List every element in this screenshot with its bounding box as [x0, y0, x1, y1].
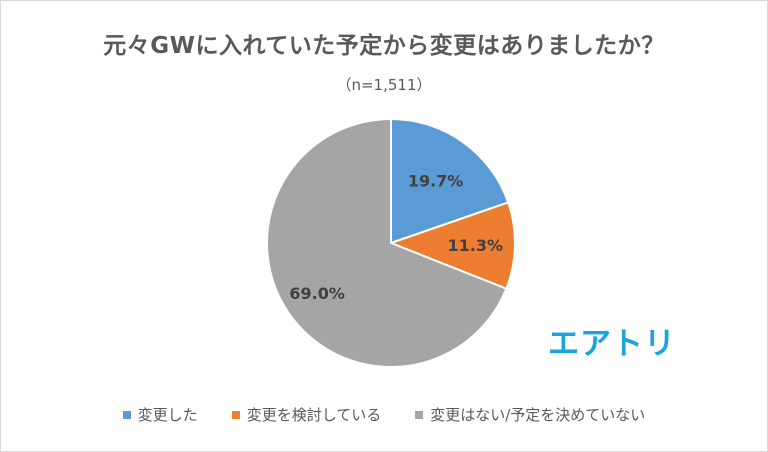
legend-item: 変更を検討している	[231, 404, 382, 425]
chart-subtitle: （n=1,511）	[336, 76, 432, 94]
pie-slice	[266, 117, 508, 368]
legend-item: 変更はない/予定を決めていない	[415, 404, 645, 425]
legend-swatch	[122, 410, 131, 419]
chart-title: 元々GWに入れていた予定から変更はありましたか？	[103, 33, 665, 59]
legend-swatch	[231, 410, 240, 419]
brand-logo: エアトリ	[548, 326, 676, 362]
legend-label: 変更を検討している	[246, 406, 382, 424]
pie-slice	[388, 201, 516, 290]
chart-legend: 変更した 変更を検討している 変更はない/予定を決めていない	[0, 404, 768, 425]
slice-data-label: 69.0%	[289, 284, 345, 303]
legend-label: 変更した	[137, 406, 198, 424]
slice-data-label: 19.7%	[408, 171, 464, 190]
slice-data-label: 11.3%	[448, 236, 504, 255]
legend-swatch	[415, 410, 424, 419]
legend-label: 変更はない/予定を決めていない	[430, 406, 646, 424]
legend-item: 変更した	[122, 404, 198, 425]
